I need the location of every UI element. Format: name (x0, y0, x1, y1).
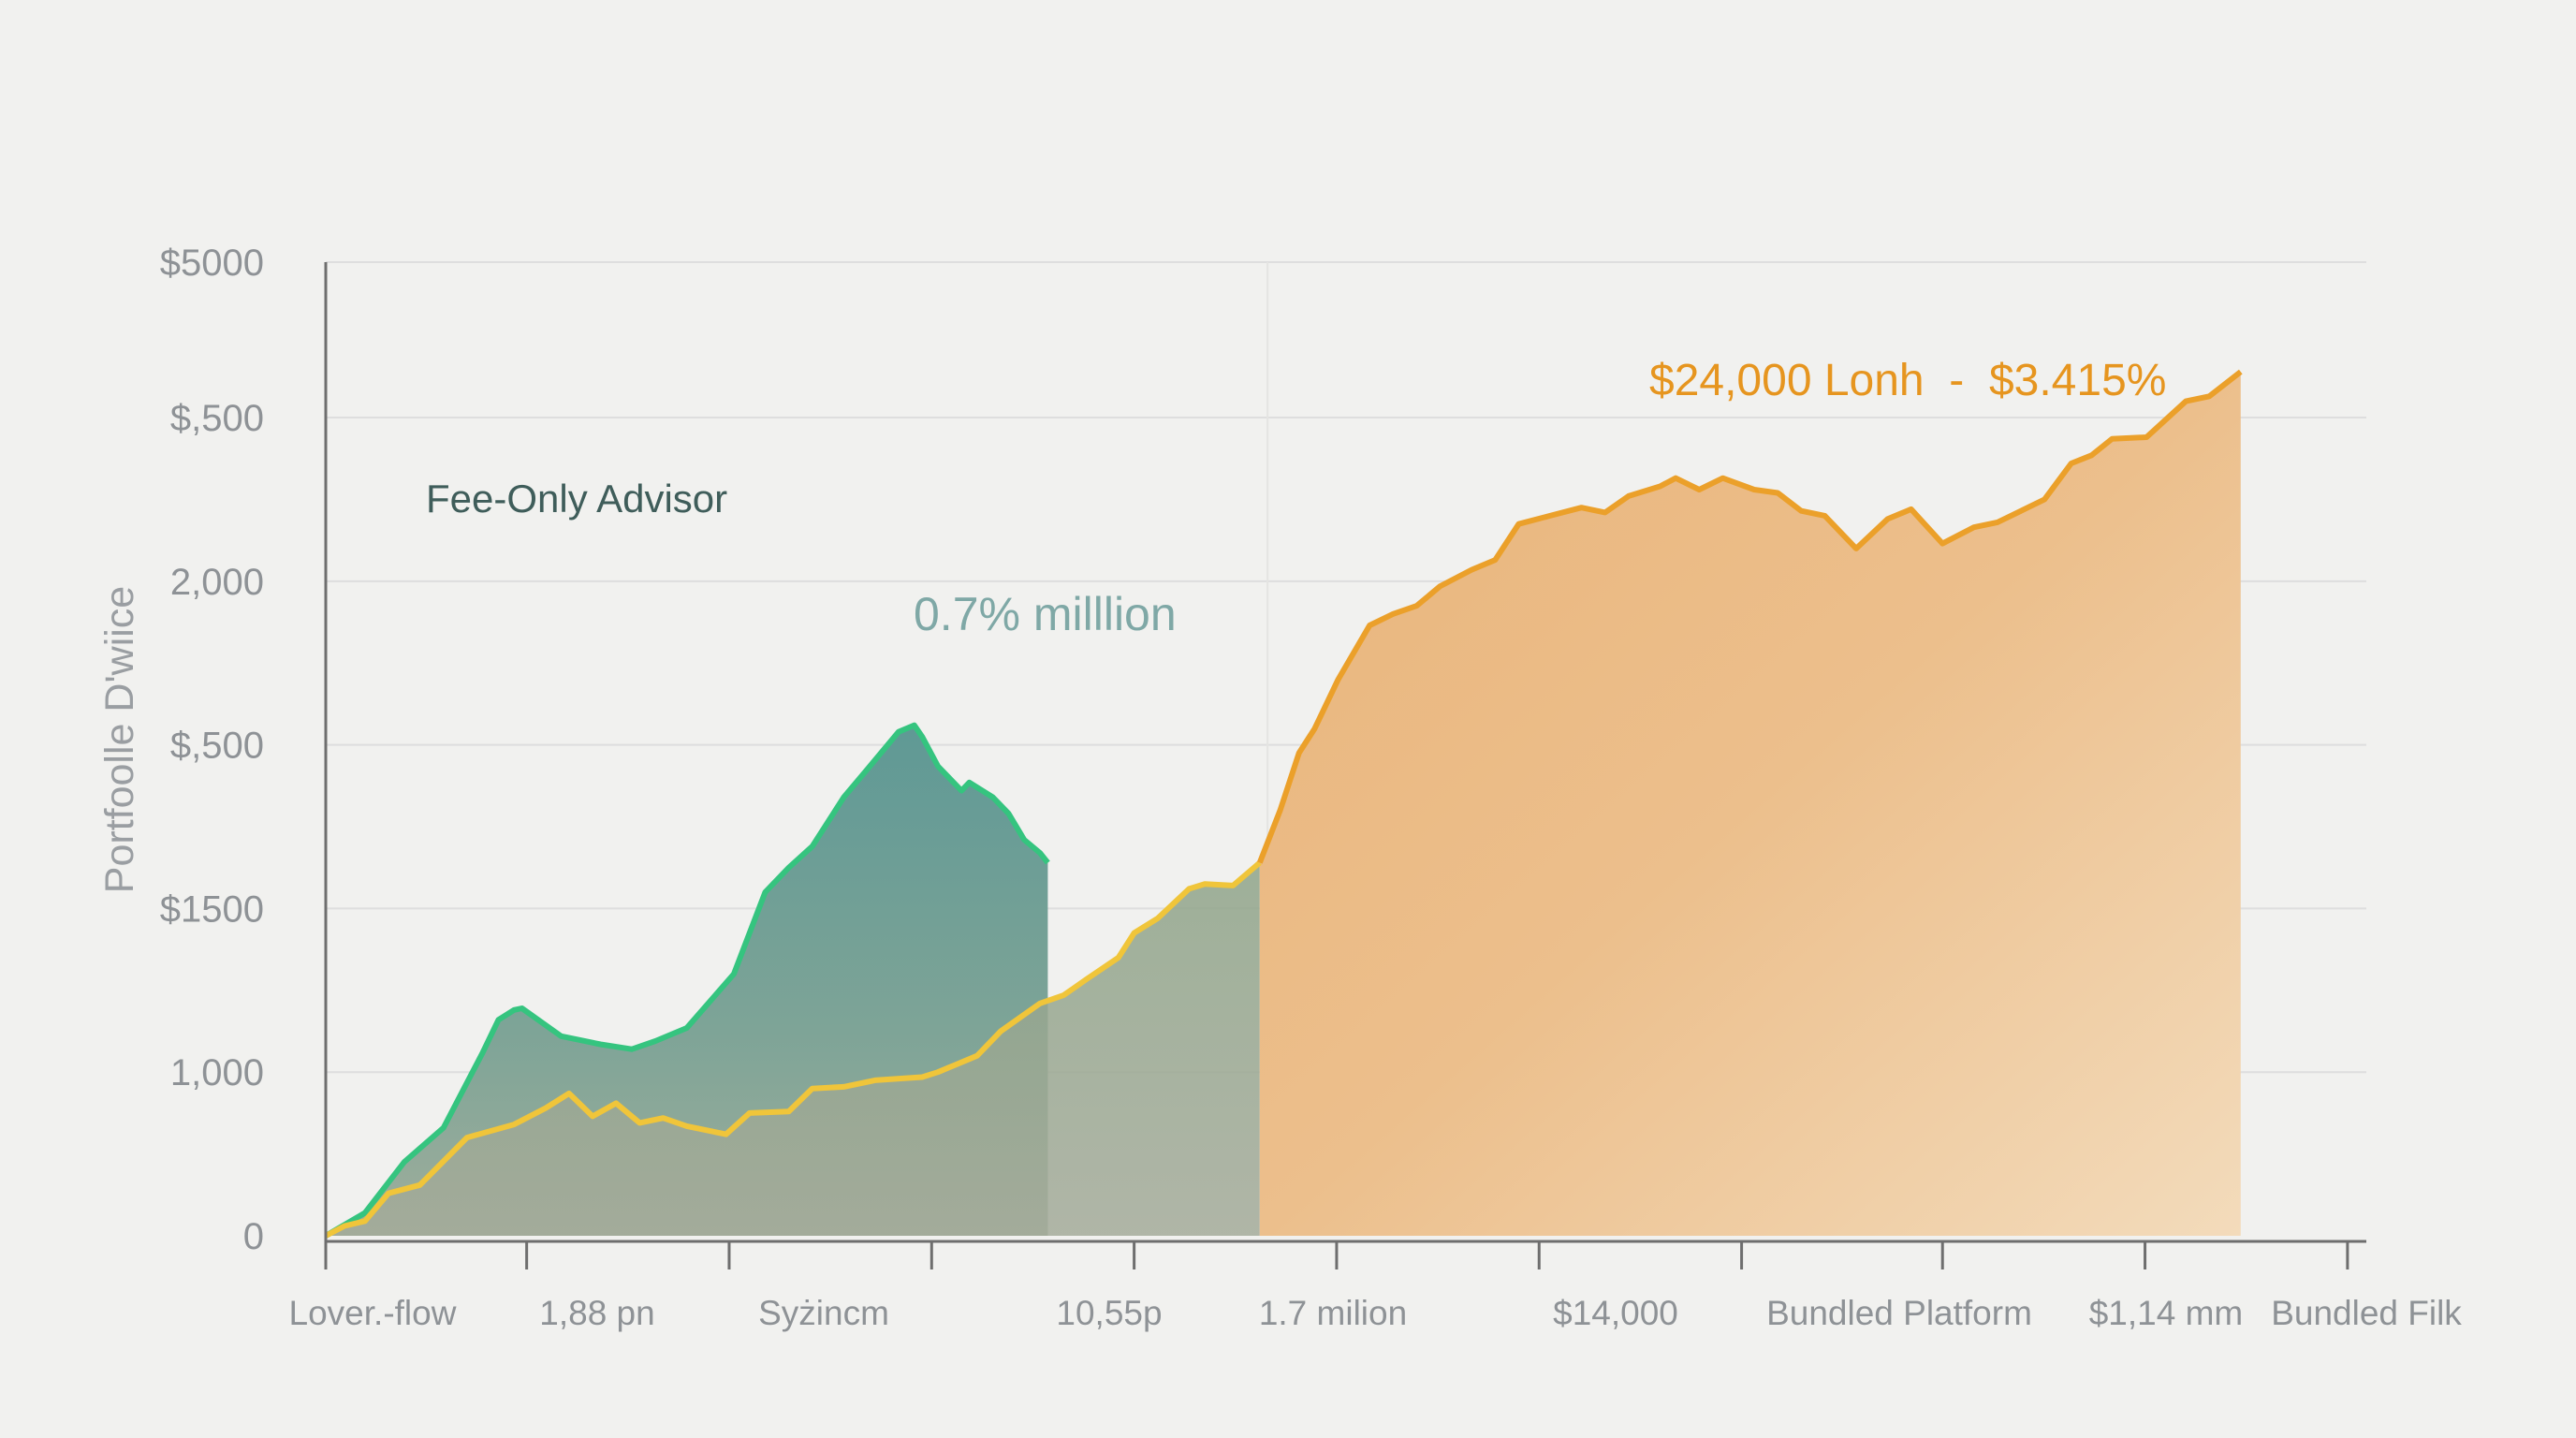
y-tick-label: $1500 (160, 888, 264, 930)
x-tick-label: $14,000 (1553, 1294, 1678, 1332)
y-axis-label: Portfoolle D'wiice (97, 586, 142, 893)
x-tick-label: 1.7 milion (1259, 1294, 1407, 1332)
x-tick-label: $1,14 mm (2089, 1294, 2244, 1332)
y-tick-label: 0 (243, 1216, 264, 1257)
series-lines (324, 369, 2243, 1239)
bundled-line (1257, 369, 2243, 864)
y-tick-label: $5000 (160, 242, 264, 284)
series-areas (326, 372, 2241, 1237)
lower-area (326, 862, 1260, 1236)
lower-line (324, 860, 1262, 1239)
y-tick-label: 1,000 (170, 1052, 264, 1093)
orange-value-label: $24,000 Lonh - $3.415% (1649, 356, 2166, 405)
x-tick-label: Lover.-flow (289, 1294, 457, 1332)
teal-value-label: 0.7% milllion (914, 588, 1177, 640)
fee-only-line (324, 722, 1050, 1239)
x-tick-label: Bundled Platform (1766, 1294, 2032, 1332)
x-tick-label: Bundled Filk (2271, 1294, 2462, 1332)
y-tick-labels: 0 1,000 $1500 $,500 2,000 $,500 $5000 (160, 242, 264, 1257)
x-tick-label: 1,88 pn (539, 1294, 654, 1332)
axes (324, 262, 2366, 1269)
y-tick-label: 2,000 (170, 562, 264, 603)
x-tick-label: 10,55p (1056, 1294, 1162, 1332)
bundled-area (1259, 372, 2241, 1237)
y-tick-label: $,500 (170, 726, 264, 767)
fee-only-advisor-label: Fee-Only Advisor (426, 477, 727, 521)
x-tick-label: Syżincm (758, 1294, 889, 1332)
y-tick-label: $,500 (170, 398, 264, 439)
x-tick-labels: Lover.-flow 1,88 pn Syżincm 10,55p 1.7 milio… (289, 1294, 2463, 1332)
